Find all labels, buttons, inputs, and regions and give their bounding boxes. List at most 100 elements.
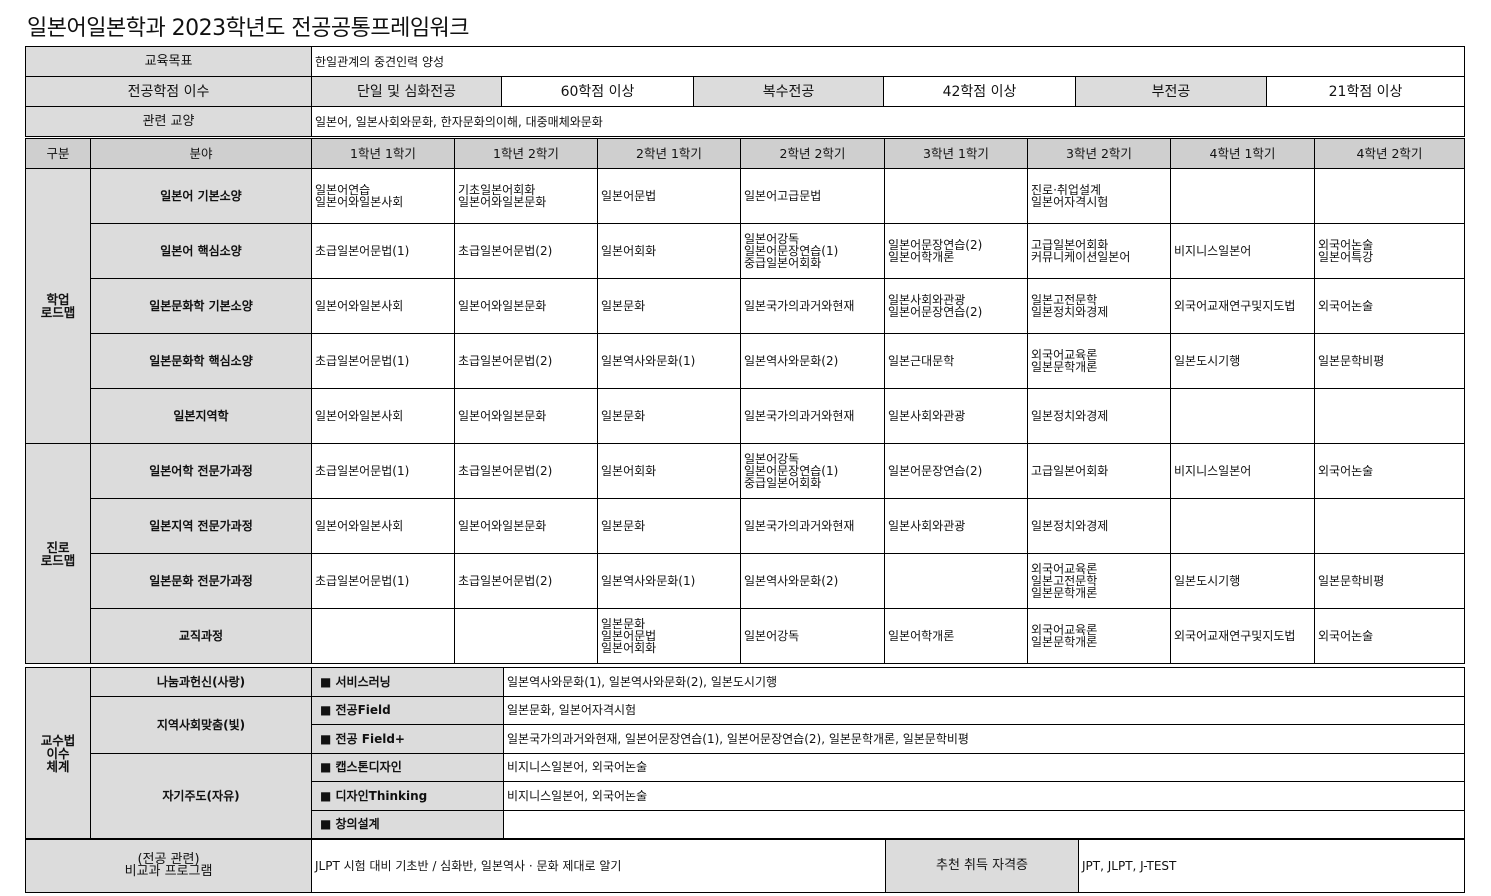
teaching-label: 교수법 이수 체계: [25, 667, 91, 839]
cert-value: JPT, JLPT, J-TEST: [1078, 839, 1465, 893]
roadmap-row: 일본문화학 핵심소양 초급일본어문법(1) 초급일본어문법(2) 일본역사와문화(1)…: [26, 333, 1465, 389]
course-cell: 일본근대문학: [884, 333, 1028, 389]
teaching-method: ■ 창의설계: [311, 809, 504, 839]
course-cell: [1170, 168, 1315, 224]
course-cell: 일본어와일본문화: [454, 388, 598, 444]
course-cell: 일본어문장연습(2) 일본어학개론: [884, 223, 1028, 279]
roadmap-row: 진로 로드맵 일본어학 전문가과정 초급일본어문법(1) 초급일본어문법(2) 일본어회…: [25, 443, 1465, 664]
course-cell: 일본어강독 일본어문장연습(1) 중급일본어회화: [740, 223, 885, 279]
course-cell: [311, 608, 455, 664]
course-cell: 일본문화: [597, 278, 741, 334]
teaching-row: ■ 창의설계: [26, 809, 1465, 839]
credits-type: 복수전공: [693, 76, 884, 107]
course-cell: 초급일본어문법(2): [454, 553, 598, 609]
course-cell: 일본문학비평: [1314, 333, 1465, 389]
teaching-method: ■ 서비스러닝: [311, 667, 504, 697]
teaching-category: 자기주도(자유): [90, 752, 312, 839]
column-header: 구분: [25, 138, 91, 169]
roadmap-row: 일본어 핵심소양 초급일본어문법(1) 초급일본어문법(2) 일본어회화 일본어강독 일…: [26, 223, 1465, 279]
course-cell: 일본국가의과거와현재: [740, 498, 885, 554]
column-header: 1학년 1학기: [311, 138, 455, 169]
column-header: 2학년 1학기: [597, 138, 741, 169]
course-cell: 일본어와일본사회: [311, 278, 455, 334]
teaching-category: 나눔과헌신(사랑): [90, 667, 312, 697]
credits-row: 전공학점 이수 단일 및 심화전공 60학점 이상 복수전공 42학점 이상 부…: [25, 76, 1466, 107]
column-header: 분야: [90, 138, 312, 169]
course-cell: 초급일본어문법(1): [311, 443, 455, 499]
page-title: 일본어일본학과 2023학년도 전공공통프레임워크: [27, 16, 470, 41]
roadmap-row: 일본문화 전문가과정 초급일본어문법(1) 초급일본어문법(2) 일본역사와문화(1)…: [26, 553, 1465, 609]
course-cell: 외국어논술: [1314, 443, 1465, 499]
credits-value: 60학점 이상: [501, 76, 694, 107]
liberal-value: 일본어, 일본사회와문화, 한자문화의이해, 대중매체와문화: [310, 106, 1466, 137]
roadmap-row: 일본지역학 일본어와일본사회 일본어와일본문화 일본문화 일본국가의과거와현재 일본사회와…: [26, 388, 1465, 444]
course-cell: 일본사회와관광: [884, 498, 1028, 554]
roadmap-field: 교직과정: [90, 608, 312, 664]
course-cell: 일본정치와경제: [1027, 388, 1171, 444]
course-cell: 일본문학비평: [1314, 553, 1465, 609]
extra-value: JLPT 시험 대비 기초반 / 심화반, 일본역사 · 문화 제대로 알기: [311, 839, 886, 893]
teaching-row: 지역사회맞춤(빛) ■ 전공Field 일본문화, 일본어자격시험: [26, 695, 1465, 754]
course-cell: 외국어논술: [1314, 608, 1465, 664]
credits-value: 21학점 이상: [1265, 76, 1466, 107]
course-cell: 일본어문장연습(2): [884, 443, 1028, 499]
roadmap-field: 일본어 기본소양: [90, 168, 312, 224]
course-cell: [1314, 498, 1465, 554]
roadmap-field: 일본어 핵심소양: [90, 223, 312, 279]
credits-label: 전공학점 이수: [25, 76, 312, 107]
credits-type: 단일 및 심화전공: [311, 76, 502, 107]
teaching-table: 교수법 이수 체계 나눔과헌신(사랑) ■ 서비스러닝 일본역사와문화(1), 일본역…: [25, 667, 1465, 839]
roadmap-row: 일본문화학 기본소양 일본어와일본사회 일본어와일본문화 일본문화 일본국가의과거와현재…: [26, 278, 1465, 334]
column-header: 3학년 2학기: [1027, 138, 1171, 169]
course-cell: 일본도시기행: [1170, 333, 1315, 389]
summary-table: 교육목표 한일관계의 중견인력 양성 전공학점 이수 단일 및 심화전공 60학…: [25, 46, 1466, 137]
course-cell: 외국어교육론 일본문학개론: [1027, 608, 1171, 664]
course-cell: 일본어와일본사회: [311, 498, 455, 554]
roadmap-field: 일본어학 전문가과정: [90, 443, 312, 499]
roadmap-field: 일본문화학 핵심소양: [90, 333, 312, 389]
course-cell: 일본역사와문화(2): [740, 333, 885, 389]
roadmap-field: 일본지역 전문가과정: [90, 498, 312, 554]
course-cell: [1170, 388, 1315, 444]
roadmap-group-label: 학업 로드맵: [25, 168, 91, 444]
cert-label: 추천 취득 자격증: [885, 839, 1079, 893]
column-header: 3학년 1학기: [884, 138, 1028, 169]
goal-label: 교육목표: [25, 46, 312, 77]
teaching-method: ■ 전공Field: [311, 695, 504, 725]
course-cell: [884, 553, 1028, 609]
roadmap-field: 일본문화학 기본소양: [90, 278, 312, 334]
course-cell: 일본문화: [597, 498, 741, 554]
roadmap-field: 일본지역학: [90, 388, 312, 444]
teaching-category: 지역사회맞춤(빛): [90, 695, 312, 754]
course-cell: 외국어교육론 일본문학개론: [1027, 333, 1171, 389]
course-cell: 일본어학개론: [884, 608, 1028, 664]
teaching-courses: 일본역사와문화(1), 일본역사와문화(2), 일본도시기행: [503, 667, 1465, 697]
course-cell: [1314, 388, 1465, 444]
roadmap-row: 교직과정 일본문화 일본어문법 일본어회화 일본어강독 일본어학개론 외국어교육론 일본…: [26, 608, 1465, 664]
roadmap-table: 구분 분야 1학년 1학기 1학년 2학기 2학년 1학기 2학년 2학기 3학년 1학기 3…: [25, 138, 1465, 664]
course-cell: 일본사회와관광 일본어문장연습(2): [884, 278, 1028, 334]
course-cell: 일본어고급문법: [740, 168, 885, 224]
course-cell: 일본도시기행: [1170, 553, 1315, 609]
course-cell: 초급일본어문법(2): [454, 223, 598, 279]
course-cell: 일본어회화: [597, 223, 741, 279]
course-cell: 일본역사와문화(2): [740, 553, 885, 609]
course-cell: 초급일본어문법(1): [311, 553, 455, 609]
course-cell: 기초일본어회화 일본어와일본문화: [454, 168, 598, 224]
roadmap-field: 일본문화 전문가과정: [90, 553, 312, 609]
teaching-courses: 일본문화, 일본어자격시험: [503, 695, 1465, 725]
extra-table: (전공 관련) 비교과 프로그램 JLPT 시험 대비 기초반 / 심화반, 일…: [25, 839, 1465, 893]
roadmap-header-row: 구분 분야 1학년 1학기 1학년 2학기 2학년 1학기 2학년 2학기 3학년 1학기 3…: [25, 138, 1465, 169]
course-cell: [454, 608, 598, 664]
course-cell: 일본어회화: [597, 443, 741, 499]
teaching-row: 교수법 이수 체계 나눔과헌신(사랑) ■ 서비스러닝 일본역사와문화(1), 일본역…: [25, 667, 1465, 839]
teaching-method: ■ 전공 Field+: [311, 724, 504, 754]
column-header: 2학년 2학기: [740, 138, 885, 169]
teaching-method: ■ 디자인Thinking: [311, 781, 504, 811]
course-cell: 외국어교재연구및지도법: [1170, 608, 1315, 664]
course-cell: 일본역사와문화(1): [597, 553, 741, 609]
course-cell: 일본어와일본문화: [454, 498, 598, 554]
teaching-courses: 일본국가의과거와현재, 일본어문장연습(1), 일본어문장연습(2), 일본문학…: [503, 724, 1465, 754]
teaching-method: ■ 캡스톤디자인: [311, 752, 504, 782]
course-cell: 초급일본어문법(2): [454, 333, 598, 389]
